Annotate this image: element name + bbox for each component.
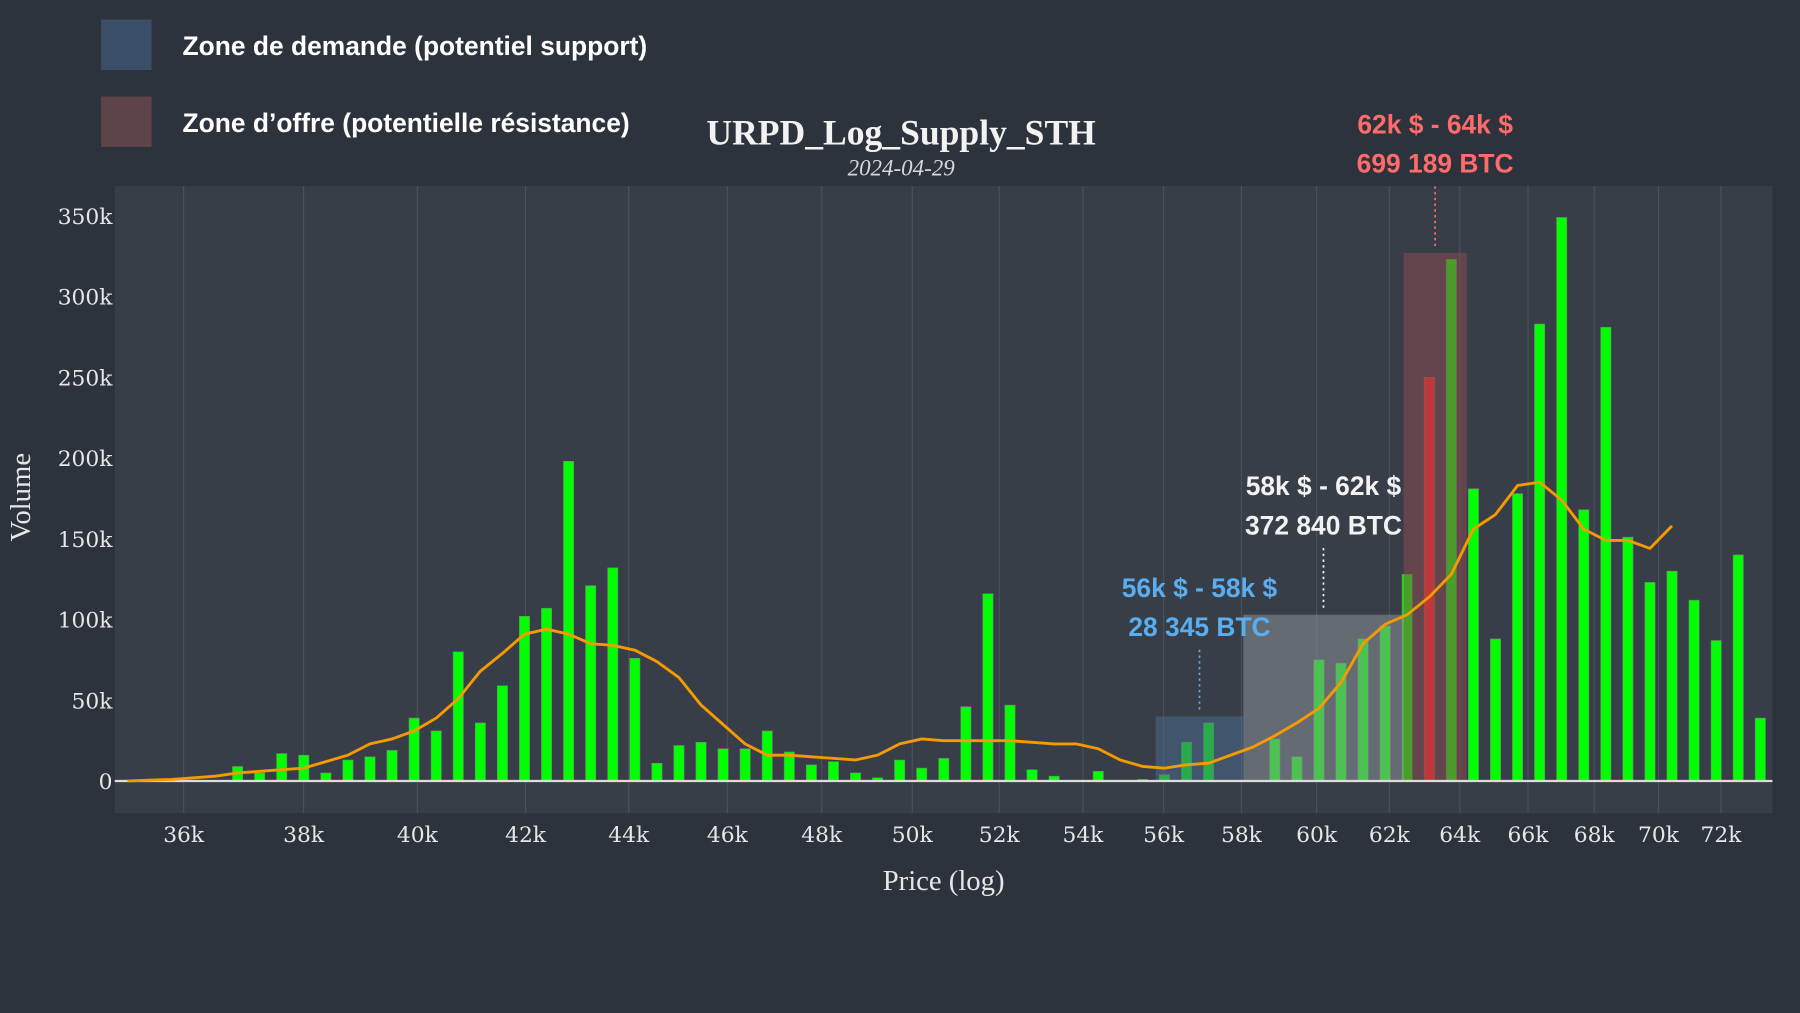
x-tick-label: 66k [1508, 823, 1550, 848]
y-tick-label: 350k [58, 205, 114, 230]
bar [651, 762, 663, 782]
bar [342, 759, 354, 782]
bar [1666, 570, 1678, 782]
bar [430, 730, 442, 782]
x-tick-label: 60k [1296, 823, 1338, 848]
bar [1512, 493, 1524, 782]
bar [276, 753, 288, 782]
bar [474, 722, 486, 782]
annotation-volume-neutral: 372 840 BTC [1245, 510, 1402, 540]
legend-swatch-supply [101, 96, 152, 148]
bar [452, 651, 464, 782]
bar [982, 593, 994, 782]
legend: Zone de demande (potentiel support) Zone… [101, 19, 648, 148]
bar [1467, 488, 1479, 782]
chart-subtitle: 2024-04-29 [848, 156, 956, 181]
annotation-volume-supply: 699 189 BTC [1357, 149, 1514, 179]
bar [519, 615, 530, 782]
annotation-range-demand: 56k $ - 58k $ [1122, 573, 1278, 603]
annotation-volume-demand: 28 345 BTC [1128, 612, 1270, 642]
x-tick-label: 54k [1062, 823, 1104, 848]
y-tick-label: 250k [58, 366, 114, 391]
x-tick-label: 46k [707, 823, 749, 848]
bar [320, 772, 332, 782]
bar [938, 758, 950, 782]
x-tick-label: 50k [892, 823, 934, 848]
zone-neutral [1243, 614, 1404, 781]
zone-supply [1403, 252, 1467, 781]
y-tick-label: 300k [58, 286, 114, 311]
bar [1644, 582, 1656, 782]
y-tick-label: 150k [58, 528, 114, 553]
annotation-range-neutral: 58k $ - 62k $ [1246, 471, 1402, 501]
bar [1754, 717, 1766, 782]
legend-label-demand: Zone de demande (potentiel support) [183, 31, 648, 61]
y-tick-label: 50k [72, 689, 114, 714]
bar [1622, 536, 1634, 782]
moving-average-line [127, 480, 1674, 783]
bar [496, 685, 508, 782]
bar [673, 745, 685, 782]
x-axis-label: Price (log) [883, 865, 1005, 897]
y-axis-label: Volume [5, 453, 37, 542]
legend-swatch-demand [101, 19, 152, 71]
x-tick-label: 62k [1369, 823, 1411, 848]
plot-area [114, 186, 1773, 814]
bar [1732, 554, 1744, 782]
x-tick-label: 40k [397, 823, 439, 848]
bar [541, 607, 553, 782]
bar [563, 460, 575, 782]
x-tick-label: 52k [979, 823, 1021, 848]
bar [1534, 323, 1546, 782]
bar [1092, 771, 1104, 782]
x-tick-label: 36k [163, 823, 205, 848]
bar [629, 657, 641, 782]
y-tick-label: 200k [58, 447, 114, 472]
bar [960, 706, 972, 782]
bar [1688, 599, 1700, 782]
bar [695, 741, 707, 782]
bar [717, 748, 729, 782]
bar [916, 767, 928, 782]
x-tick-label: 42k [505, 823, 547, 848]
bar [607, 567, 619, 782]
bar [1004, 704, 1016, 782]
chart-title: URPD_Log_Supply_STH [706, 113, 1096, 153]
bar [850, 772, 861, 782]
y-tick-label: 0 [99, 770, 113, 795]
bar [1710, 640, 1722, 782]
bar [386, 750, 398, 782]
x-tick-label: 72k [1701, 823, 1743, 848]
x-tick-label: 44k [608, 823, 650, 848]
x-tick-label: 48k [801, 823, 843, 848]
bar [364, 756, 376, 782]
bar [585, 585, 597, 782]
bar [1490, 638, 1501, 782]
bar [1578, 509, 1590, 782]
bar [1026, 769, 1038, 782]
annotation-range-supply: 62k $ - 64k $ [1357, 109, 1513, 139]
x-tick-label: 56k [1143, 823, 1185, 848]
bar [254, 772, 266, 782]
bar [805, 764, 817, 782]
x-tick-label: 58k [1221, 823, 1263, 848]
zone-demand [1155, 716, 1244, 781]
y-tick-label: 100k [58, 609, 114, 634]
x-tick-label: 70k [1638, 823, 1680, 848]
bar [1600, 326, 1612, 782]
bar [894, 759, 906, 782]
x-tick-label: 64k [1439, 823, 1481, 848]
legend-label-supply: Zone d’offre (potentielle résistance) [183, 108, 630, 138]
x-tick-label: 68k [1574, 823, 1616, 848]
bar [827, 761, 839, 782]
bar [739, 748, 751, 782]
x-tick-label: 38k [283, 823, 325, 848]
